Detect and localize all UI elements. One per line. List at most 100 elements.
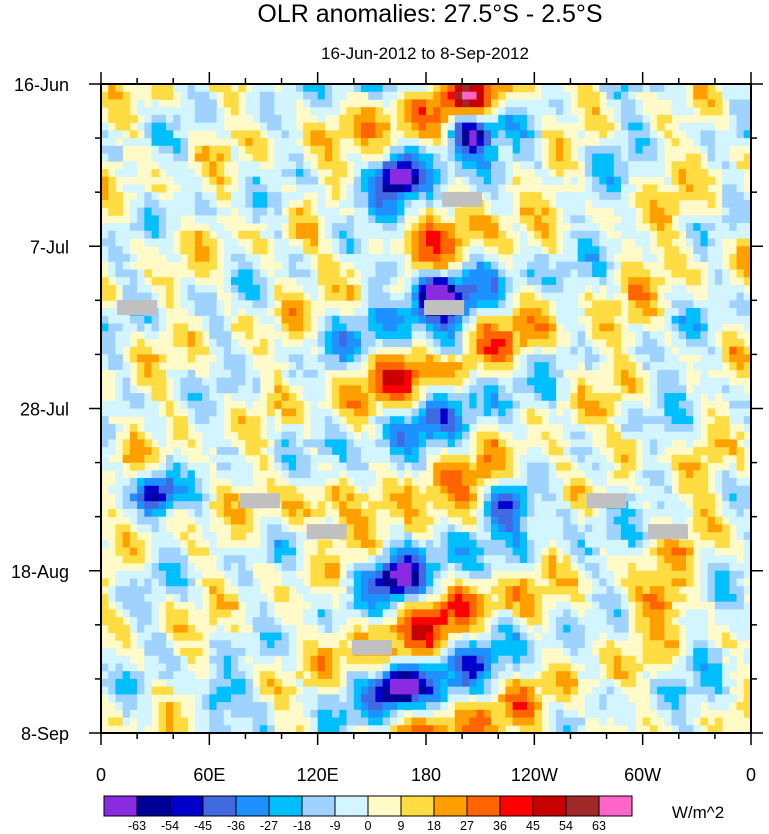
field-cell	[418, 640, 427, 649]
field-cell	[649, 284, 658, 294]
field-cell	[202, 284, 210, 294]
field-cell	[649, 277, 658, 286]
field-cell	[158, 161, 167, 170]
field-cell	[649, 300, 658, 309]
field-cell	[310, 138, 319, 147]
field-cell	[527, 153, 535, 162]
field-cell	[512, 632, 521, 641]
field-cell	[231, 199, 239, 209]
field-cell	[714, 284, 723, 294]
field-cell	[151, 315, 160, 324]
field-cell	[339, 323, 347, 332]
field-cell	[332, 470, 340, 479]
field-cell	[274, 555, 282, 564]
field-cell	[678, 431, 687, 440]
field-cell	[534, 470, 542, 479]
field-cell	[166, 168, 174, 178]
field-cell	[678, 593, 687, 603]
field-cell	[223, 246, 232, 255]
field-cell	[245, 308, 254, 317]
field-cell	[353, 578, 362, 587]
field-cell	[317, 601, 326, 610]
field-cell	[649, 308, 658, 317]
field-cell	[722, 493, 730, 502]
field-cell	[129, 508, 138, 518]
field-cell	[491, 447, 499, 456]
field-cell	[353, 315, 362, 324]
field-cell	[151, 501, 160, 510]
field-cell	[389, 84, 398, 93]
field-cell	[556, 99, 564, 108]
field-cell	[729, 215, 737, 224]
field-cell	[180, 199, 189, 209]
field-cell	[397, 539, 405, 548]
field-cell	[512, 393, 521, 402]
field-cell	[166, 130, 174, 139]
field-cell	[209, 223, 217, 232]
field-cell	[447, 493, 456, 502]
field-cell	[166, 230, 174, 239]
field-cell	[613, 238, 622, 247]
field-cell	[527, 416, 535, 425]
field-cell	[404, 431, 412, 440]
field-cell	[498, 563, 506, 572]
field-cell	[678, 362, 687, 371]
field-cell	[303, 354, 311, 363]
field-cell	[324, 138, 333, 147]
field-cell	[288, 508, 297, 518]
field-cell	[339, 393, 347, 402]
field-cell	[108, 91, 116, 100]
field-cell	[635, 385, 644, 394]
field-cell	[310, 145, 319, 154]
field-cell	[418, 107, 427, 116]
field-cell	[505, 323, 514, 332]
field-cell	[223, 563, 232, 572]
field-cell	[209, 431, 217, 440]
field-cell	[548, 338, 557, 348]
field-cell	[577, 454, 586, 463]
field-cell	[693, 91, 701, 100]
field-cell	[736, 493, 745, 502]
field-cell	[259, 516, 268, 525]
field-cell	[259, 91, 268, 100]
field-cell	[173, 493, 181, 502]
field-cell	[563, 230, 571, 239]
field-cell	[649, 354, 658, 363]
field-cell	[238, 261, 246, 270]
field-cell	[635, 331, 644, 340]
field-cell	[671, 161, 680, 170]
field-cell	[274, 138, 282, 147]
field-cell	[397, 532, 405, 541]
field-cell	[548, 99, 557, 108]
field-cell	[180, 230, 189, 239]
field-cell	[158, 385, 167, 394]
field-cell	[137, 586, 145, 595]
field-cell	[397, 168, 405, 178]
field-cell	[584, 215, 593, 224]
field-cell	[584, 107, 593, 116]
field-cell	[592, 478, 600, 487]
field-cell	[642, 462, 651, 471]
field-cell	[678, 315, 687, 324]
field-cell	[426, 184, 434, 193]
field-cell	[671, 261, 680, 270]
field-cell	[108, 107, 116, 116]
field-cell	[411, 609, 420, 618]
field-cell	[592, 199, 600, 209]
field-cell	[498, 400, 506, 409]
field-cell	[469, 377, 477, 386]
field-cell	[454, 168, 463, 178]
field-cell	[462, 485, 470, 494]
field-cell	[599, 230, 607, 239]
field-cell	[238, 547, 246, 556]
field-cell	[548, 315, 557, 324]
field-cell	[743, 609, 751, 618]
field-cell	[476, 516, 485, 525]
field-cell	[324, 323, 333, 332]
field-cell	[194, 416, 203, 425]
field-cell	[252, 207, 261, 216]
field-cell	[426, 145, 434, 154]
field-cell	[382, 555, 391, 564]
field-cell	[729, 184, 737, 193]
field-cell	[245, 362, 254, 371]
